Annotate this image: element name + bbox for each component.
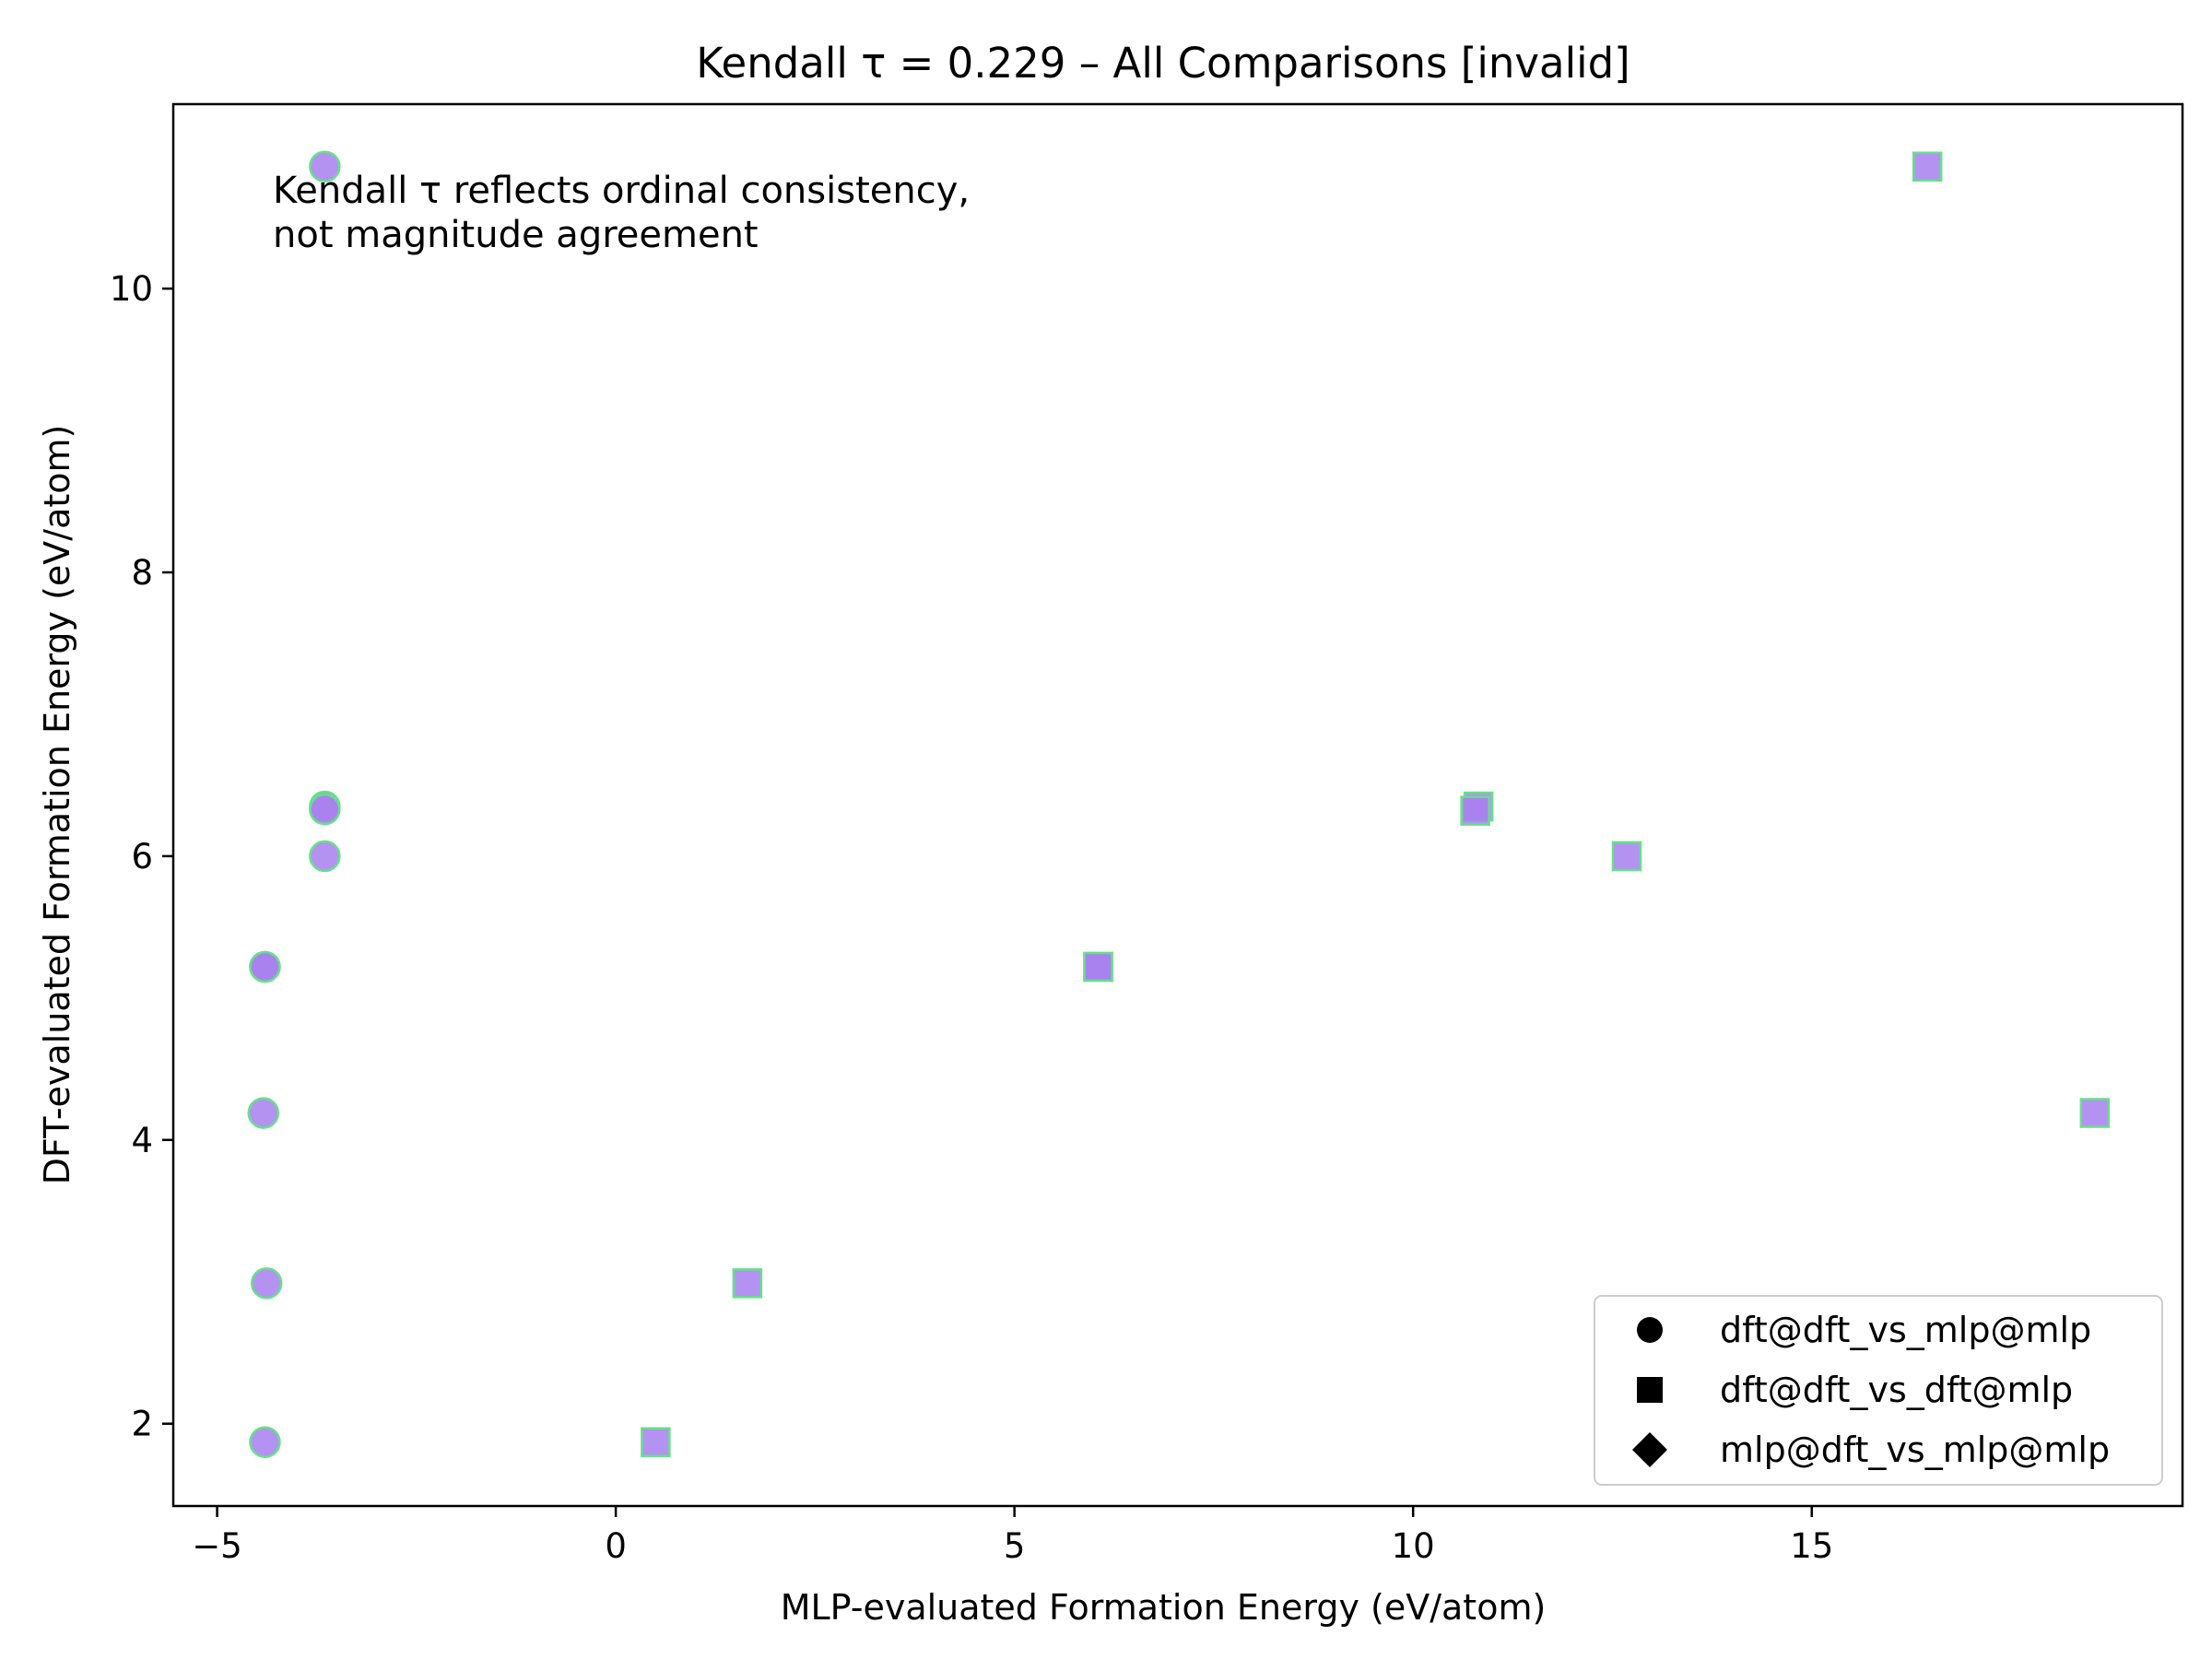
data-point-square bbox=[1611, 841, 1642, 872]
legend-label: mlp@dft_vs_mlp@mlp bbox=[1720, 1430, 2110, 1470]
legend-label: dft@dft_vs_mlp@mlp bbox=[1720, 1310, 2091, 1350]
data-point-circle bbox=[309, 793, 341, 826]
data-point-square bbox=[2079, 1098, 2111, 1128]
x-axis-label: MLP-evaluated Formation Energy (eV/atom) bbox=[781, 1587, 1547, 1628]
annotation-line-2: not magnitude agreement bbox=[273, 214, 759, 256]
data-point-square bbox=[1460, 795, 1490, 826]
y-tick-label: 10 bbox=[110, 269, 153, 309]
data-point-square bbox=[1083, 951, 1113, 982]
chart-title: Kendall τ = 0.229 – All Comparisons [inv… bbox=[696, 39, 1630, 88]
annotation: Kendall τ reflects ordinal consistency, … bbox=[273, 170, 970, 256]
data-point-circle bbox=[249, 1426, 281, 1458]
x-tick-label: 15 bbox=[1790, 1526, 1833, 1566]
legend-label: dft@dft_vs_dft@mlp bbox=[1720, 1370, 2073, 1410]
data-point-square bbox=[1912, 151, 1943, 182]
x-axis: −5 0 5 10 15 bbox=[192, 1506, 1833, 1566]
x-tick-label: 0 bbox=[605, 1526, 627, 1566]
legend-marker-square bbox=[1637, 1377, 1663, 1403]
y-axis: 2 4 6 8 10 bbox=[110, 269, 173, 1444]
data-point-circle bbox=[249, 950, 281, 983]
annotation-line-1: Kendall τ reflects ordinal consistency, bbox=[273, 170, 970, 212]
legend-frame bbox=[1594, 1295, 2163, 1486]
data-point-square bbox=[732, 1268, 763, 1299]
data-point-circle bbox=[247, 1097, 280, 1129]
data-point-circle bbox=[250, 1267, 283, 1300]
data-point-square bbox=[641, 1427, 671, 1457]
y-tick-label: 8 bbox=[131, 553, 153, 593]
y-tick-label: 6 bbox=[131, 837, 153, 877]
x-tick-label: −5 bbox=[192, 1526, 242, 1566]
x-tick-label: 10 bbox=[1392, 1526, 1435, 1566]
y-axis-label: DFT-evaluated Formation Energy (eV/atom) bbox=[37, 425, 77, 1185]
x-tick-label: 5 bbox=[1004, 1526, 1026, 1566]
data-point-circle bbox=[309, 840, 341, 873]
plot-frame bbox=[171, 102, 2184, 1508]
legend-marker-circle bbox=[1637, 1317, 1663, 1343]
data-point-circle bbox=[309, 150, 341, 182]
y-tick-label: 2 bbox=[131, 1405, 153, 1444]
data-marks bbox=[247, 150, 2111, 1458]
legend: dft@dft_vs_mlp@mlp dft@dft_vs_dft@mlp mlp@… bbox=[1594, 1295, 2163, 1486]
y-tick-label: 4 bbox=[131, 1121, 153, 1160]
legend-marker-diamond bbox=[1632, 1432, 1667, 1467]
